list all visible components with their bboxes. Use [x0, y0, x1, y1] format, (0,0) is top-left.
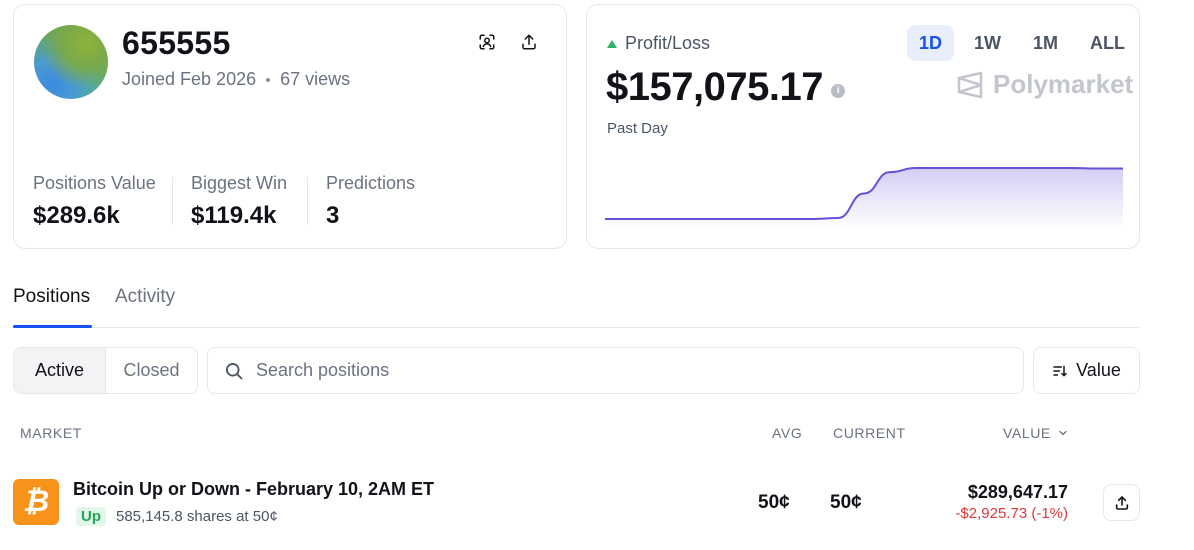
pnl-amount: $157,075.17 — [606, 65, 823, 109]
column-header-value-label: VALUE — [1003, 425, 1051, 441]
timeframe-1m[interactable]: 1M — [1033, 32, 1059, 53]
status-toggle: Active Closed — [13, 347, 198, 394]
chart-line — [605, 167, 1123, 220]
scan-icon[interactable] — [473, 28, 501, 56]
row-share-button[interactable] — [1103, 484, 1140, 521]
avatar — [34, 25, 108, 99]
separator-dot — [266, 77, 271, 82]
column-header-market: MARKET — [20, 425, 82, 441]
bitcoin-icon: ₿ — [13, 479, 59, 525]
active-tab-indicator — [13, 325, 92, 328]
share-icon — [1115, 495, 1128, 510]
position-value: $289,647.17 -$2,925.73 (-1%) — [955, 482, 1068, 522]
profile-meta: Joined Feb 2026 67 views — [122, 69, 350, 90]
pnl-value: $157,075.17 i — [606, 65, 845, 110]
column-header-current[interactable]: CURRENT — [833, 425, 906, 441]
period-label: Past Day — [607, 120, 668, 137]
outcome-badge: Up — [76, 507, 106, 526]
search-icon — [226, 362, 243, 379]
column-header-value[interactable]: VALUE — [1003, 425, 1069, 441]
info-icon[interactable]: i — [830, 83, 845, 98]
username: 655555 — [122, 25, 231, 61]
filter-closed-button[interactable]: Closed — [123, 360, 180, 380]
triangle-up-icon — [607, 39, 617, 48]
view-count: 67 views — [280, 69, 351, 89]
search-input[interactable] — [256, 360, 956, 381]
tab-positions[interactable]: Positions — [13, 286, 91, 307]
pnl-label: Profit/Loss — [607, 33, 710, 54]
timeframe-1w[interactable]: 1W — [974, 32, 1002, 53]
stat-predictions: Predictions 3 — [326, 173, 415, 230]
timeframe-selector: 1D 1W 1M ALL — [907, 25, 1137, 61]
sort-button[interactable]: Value — [1033, 347, 1140, 394]
table-row[interactable]: ₿ Bitcoin Up or Down - February 10, 2AM … — [13, 470, 1140, 540]
profile-card: 655555 Joined Feb 2026 67 views Position… — [13, 4, 567, 249]
stat-label: Positions Value — [33, 173, 156, 193]
tab-activity[interactable]: Activity — [115, 286, 176, 307]
stat-label: Biggest Win — [191, 173, 288, 193]
sort-label: Value — [1076, 360, 1121, 380]
pnl-chart — [605, 167, 1123, 230]
stat-divider — [307, 177, 308, 225]
brand-name: Polymarket — [993, 69, 1134, 99]
tab-bar: Positions Activity — [13, 278, 1140, 328]
brand-logo: Polymarket — [957, 69, 1133, 100]
timeframe-all[interactable]: ALL — [1090, 32, 1126, 53]
share-icon[interactable] — [515, 28, 543, 56]
timeframe-1d[interactable]: 1D — [907, 25, 955, 61]
pnl-label-text: Profit/Loss — [625, 33, 711, 53]
chart-area — [605, 168, 1123, 230]
stat-value: $119.4k — [191, 202, 277, 229]
market-title[interactable]: Bitcoin Up or Down - February 10, 2AM ET — [73, 479, 435, 499]
column-header-avg[interactable]: AVG — [772, 425, 803, 441]
polymarket-icon — [957, 71, 983, 98]
value-change: -$2,925.73 (-1%) — [955, 505, 1068, 522]
value-amount: $289,647.17 — [967, 482, 1068, 502]
shares-info: 585,145.8 shares at 50¢ — [116, 508, 278, 525]
avg-price: 50¢ — [758, 492, 790, 513]
current-price: 50¢ — [830, 492, 862, 513]
joined-date: Joined Feb 2026 — [122, 69, 257, 89]
pnl-card: Profit/Loss $157,075.17 i Past Day 1D 1W… — [586, 4, 1140, 249]
stat-value: $289.6k — [33, 202, 120, 229]
chevron-down-icon — [1059, 430, 1067, 436]
outcome-info: Up 585,145.8 shares at 50¢ — [76, 507, 278, 526]
stat-positions-value: Positions Value $289.6k — [33, 173, 156, 230]
sort-icon — [1053, 365, 1067, 376]
stat-label: Predictions — [326, 173, 416, 193]
filter-active-button[interactable]: Active — [14, 348, 106, 393]
stat-biggest-win: Biggest Win $119.4k — [191, 173, 287, 230]
stat-divider — [172, 177, 173, 225]
search-box — [207, 347, 1024, 394]
stat-value: 3 — [326, 202, 340, 229]
